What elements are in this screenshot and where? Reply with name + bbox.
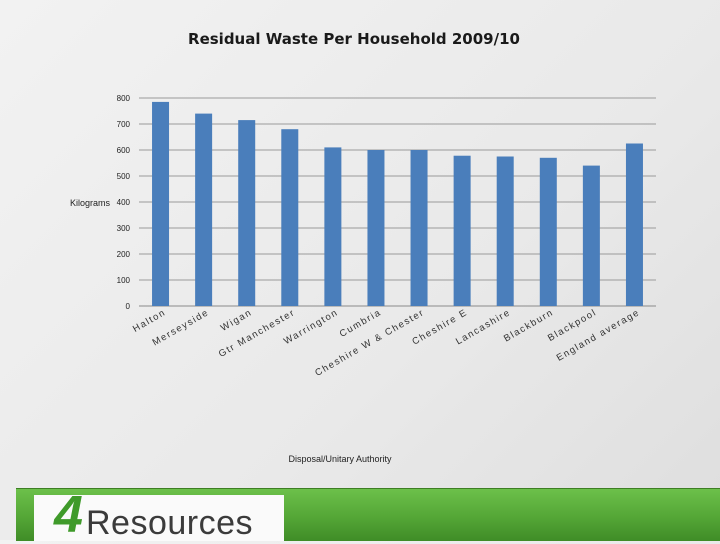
y-axis-label: Kilograms	[70, 198, 111, 208]
bar	[453, 155, 471, 306]
bar	[410, 150, 428, 306]
chart-title: Residual Waste Per Household 2009/10	[188, 30, 520, 48]
y-tick-label: 500	[117, 172, 131, 181]
category-label: England average	[555, 307, 642, 364]
logo-digit: 4	[54, 486, 83, 544]
y-tick-label: 400	[117, 198, 131, 207]
y-tick-labels: 0 100 200 300 400 500 600 700 800	[117, 94, 131, 311]
y-tick-label: 200	[117, 250, 131, 259]
footer-banner: 4 Resources	[16, 488, 720, 542]
x-axis-label: Disposal/Unitary Authority	[288, 454, 392, 464]
y-tick-label: 100	[117, 276, 131, 285]
bar	[582, 165, 600, 306]
y-tick-label: 600	[117, 146, 131, 155]
bar	[324, 147, 342, 306]
bar	[539, 157, 557, 306]
bar	[238, 120, 256, 306]
y-tick-label: 300	[117, 224, 131, 233]
bar	[152, 101, 170, 307]
category-label: Gtr Manchester	[217, 307, 297, 360]
y-tick-label: 700	[117, 120, 131, 129]
bar	[367, 150, 385, 306]
bar	[496, 156, 514, 306]
logo: 4 Resources	[34, 489, 284, 542]
y-tick-label: 800	[117, 94, 131, 103]
bar	[195, 113, 213, 306]
bars	[152, 101, 643, 307]
gridlines	[139, 97, 656, 307]
logo-word: Resources	[86, 504, 254, 542]
y-tick-label: 0	[126, 302, 131, 311]
bar	[281, 129, 299, 306]
bar	[625, 143, 643, 306]
category-label: Wigan	[219, 307, 254, 334]
category-label: Halton	[131, 307, 168, 335]
bar-chart: Residual Waste Per Household 2009/10 0 10…	[70, 30, 656, 464]
